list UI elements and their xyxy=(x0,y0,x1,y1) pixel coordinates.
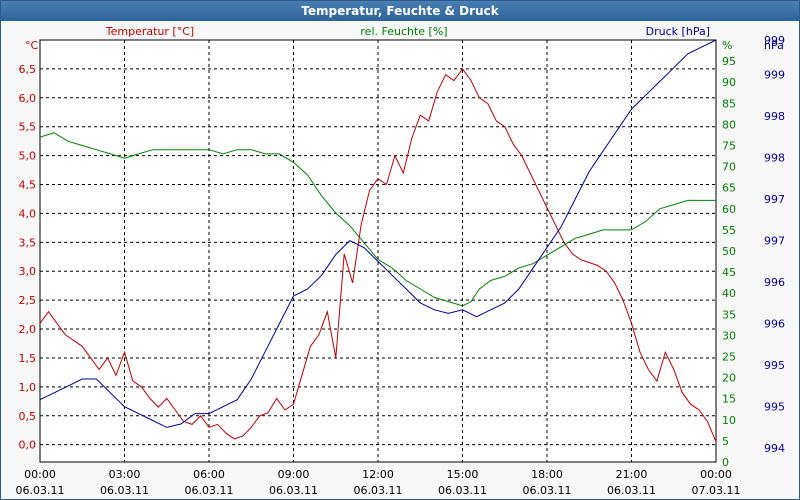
temp-tick-label: 1,5 xyxy=(19,352,37,365)
x-tick-time: 12:00 xyxy=(362,468,394,481)
pressure-tick-label: 998 xyxy=(764,110,785,123)
x-tick-time: 21:00 xyxy=(616,468,648,481)
humidity-series-line xyxy=(39,132,716,307)
humidity-tick-label: 15 xyxy=(722,393,736,406)
x-tick-date: 06.03.11 xyxy=(354,484,403,497)
pressure-tick-label: 995 xyxy=(764,401,785,414)
humidity-tick-label: 55 xyxy=(722,224,736,237)
humidity-tick-label: 0 xyxy=(722,456,729,469)
humidity-tick-label: 45 xyxy=(722,266,736,279)
temp-tick-label: 4,0 xyxy=(19,207,37,220)
x-tick-date: 06.03.11 xyxy=(16,484,65,497)
humidity-tick-label: 50 xyxy=(722,245,736,258)
humidity-tick-label: 75 xyxy=(722,140,736,153)
humidity-tick-label: 90 xyxy=(722,76,736,89)
window-title: Temperatur, Feuchte & Druck xyxy=(1,1,799,21)
axis-labels: 0,0 0,5 1,0 1,5 2,0 2,5 3,0 3,5 4,0 4,5 5,0 5,5 6,0 6… xyxy=(16,25,785,497)
x-tick-date: 06.03.11 xyxy=(269,484,318,497)
humidity-tick-label: 60 xyxy=(722,203,736,216)
temperature-axis-title: Temperatur [°C] xyxy=(105,25,194,38)
temp-tick-label: 2,5 xyxy=(19,294,37,307)
pressure-tick-label: 994 xyxy=(764,442,785,455)
humidity-tick-label: 30 xyxy=(722,329,736,342)
humidity-tick-label: 70 xyxy=(722,161,736,174)
humidity-tick-label: 35 xyxy=(722,308,736,321)
x-tick-time: 03:00 xyxy=(109,468,141,481)
pressure-tick-label: 996 xyxy=(764,318,785,331)
pressure-series-line xyxy=(39,39,717,428)
pressure-tick-label: 996 xyxy=(764,276,785,289)
x-tick-date: 06.03.11 xyxy=(438,484,487,497)
x-tick-date: 06.03.11 xyxy=(523,484,572,497)
temp-tick-label: 1,0 xyxy=(19,381,37,394)
humidity-tick-label: 80 xyxy=(722,118,736,131)
pressure-unit: hPa xyxy=(764,39,784,52)
x-tick-date: 06.03.11 xyxy=(100,484,149,497)
humidity-tick-label: 25 xyxy=(722,351,736,364)
x-tick-date: 06.03.11 xyxy=(607,484,656,497)
humidity-tick-label: 20 xyxy=(722,372,736,385)
grid xyxy=(39,39,717,463)
temp-tick-label: 6,0 xyxy=(19,92,37,105)
x-tick-time: 09:00 xyxy=(278,468,310,481)
humidity-tick-label: 95 xyxy=(722,55,736,68)
temperature-series-line xyxy=(39,68,717,442)
temp-tick-label: 5,5 xyxy=(19,121,37,134)
humidity-tick-label: 10 xyxy=(722,414,736,427)
humidity-unit: % xyxy=(722,39,732,52)
temp-tick-label: 3,5 xyxy=(19,236,37,249)
humidity-tick-label: 5 xyxy=(722,435,729,448)
pressure-tick-label: 999 xyxy=(764,69,785,82)
temp-tick-label: 0,5 xyxy=(19,410,37,423)
pressure-tick-label: 995 xyxy=(764,359,785,372)
x-tick-date: 06.03.11 xyxy=(185,484,234,497)
temperature-unit: °C xyxy=(25,39,39,52)
humidity-tick-label: 85 xyxy=(722,97,736,110)
x-tick-time: 00:00 xyxy=(24,468,56,481)
pressure-tick-label: 997 xyxy=(764,235,785,248)
x-tick-time: 15:00 xyxy=(447,468,479,481)
x-tick-time: 18:00 xyxy=(531,468,563,481)
humidity-tick-label: 65 xyxy=(722,182,736,195)
series-lines xyxy=(39,39,717,442)
temp-tick-label: 2,0 xyxy=(19,323,37,336)
pressure-tick-label: 997 xyxy=(764,193,785,206)
x-tick-time: 00:00 xyxy=(700,468,732,481)
pressure-tick-label: 998 xyxy=(764,152,785,165)
x-tick-date: 07.03.11 xyxy=(692,484,741,497)
humidity-tick-label: 40 xyxy=(722,287,736,300)
x-tick-time: 06:00 xyxy=(193,468,225,481)
pressure-axis-title: Druck [hPa] xyxy=(646,25,710,38)
pressure-tick-label: 999 xyxy=(764,34,785,47)
temp-tick-label: 3,0 xyxy=(19,265,37,278)
temp-tick-label: 4,5 xyxy=(19,179,37,192)
humidity-axis-title: rel. Feuchte [%] xyxy=(360,25,447,38)
temp-tick-label: 6,5 xyxy=(19,63,37,76)
temp-tick-label: 5,0 xyxy=(19,150,37,163)
temp-tick-label: 0,0 xyxy=(19,439,37,452)
